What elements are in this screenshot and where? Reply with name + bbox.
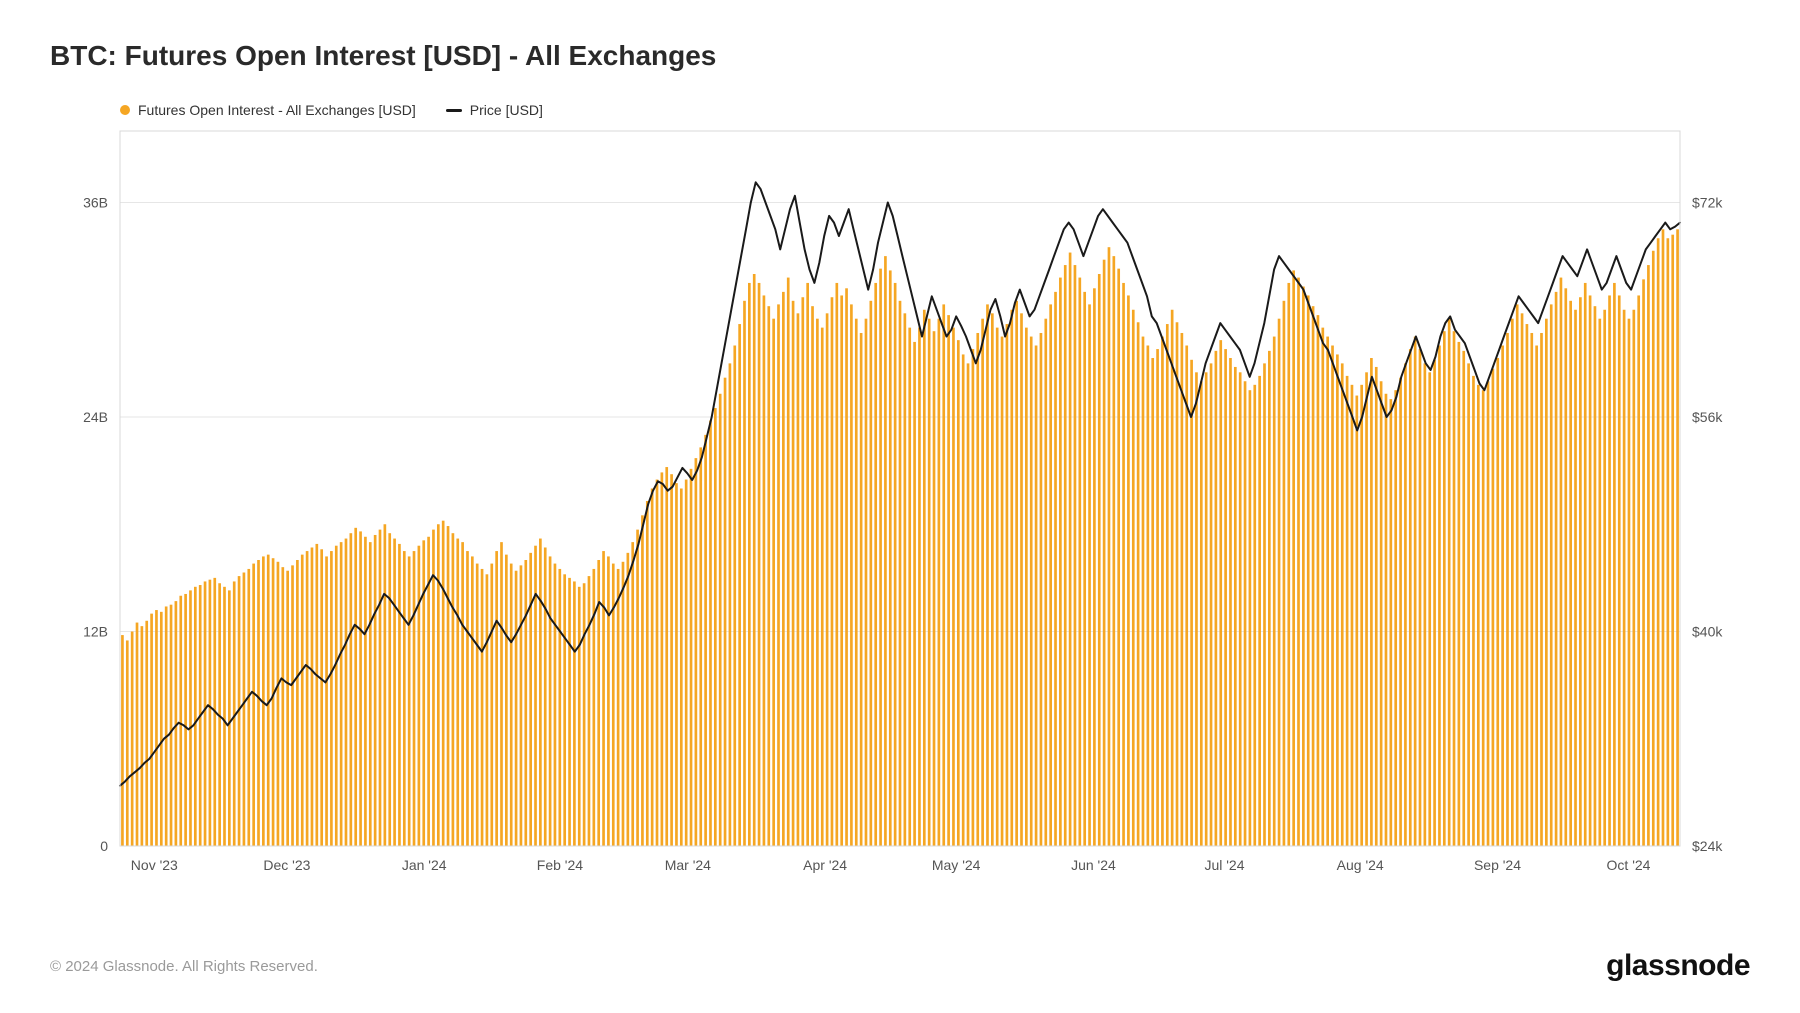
legend-line: Price [USD] [446,102,543,118]
svg-text:Jan '24: Jan '24 [402,857,447,873]
legend: Futures Open Interest - All Exchanges [U… [120,102,1750,118]
line-swatch-icon [446,109,462,112]
svg-text:$40k: $40k [1692,623,1723,639]
svg-text:$56k: $56k [1692,409,1723,425]
svg-text:24B: 24B [83,409,108,425]
legend-bars: Futures Open Interest - All Exchanges [U… [120,102,416,118]
brand-logo: glassnode [1606,949,1750,983]
svg-text:Sep '24: Sep '24 [1474,857,1521,873]
svg-text:$24k: $24k [1692,838,1723,854]
svg-text:$72k: $72k [1692,194,1723,210]
svg-text:Jun '24: Jun '24 [1071,857,1116,873]
copyright-text: © 2024 Glassnode. All Rights Reserved. [50,958,318,975]
legend-bars-label: Futures Open Interest - All Exchanges [U… [138,102,416,118]
chart-svg: 0 12B 24B 36B $24k $40k $56k $72k Nov '23 Dec '23… [50,126,1750,886]
bar-swatch-icon [120,105,130,115]
footer: © 2024 Glassnode. All Rights Reserved. g… [50,949,1750,983]
legend-line-label: Price [USD] [470,102,543,118]
svg-text:Mar '24: Mar '24 [665,857,711,873]
svg-text:Oct '24: Oct '24 [1607,857,1651,873]
svg-text:Aug '24: Aug '24 [1337,857,1384,873]
svg-text:36B: 36B [83,195,108,211]
svg-text:12B: 12B [83,624,108,640]
svg-text:Feb '24: Feb '24 [537,857,583,873]
svg-text:Dec '23: Dec '23 [263,857,310,873]
svg-text:May '24: May '24 [932,857,981,873]
chart-title: BTC: Futures Open Interest [USD] - All E… [50,40,1750,72]
svg-text:0: 0 [100,838,108,854]
svg-text:Nov '23: Nov '23 [131,857,178,873]
chart-area: 0 12B 24B 36B $24k $40k $56k $72k Nov '23 Dec '23… [50,126,1750,886]
svg-text:Apr '24: Apr '24 [803,857,847,873]
svg-text:Jul '24: Jul '24 [1204,857,1244,873]
